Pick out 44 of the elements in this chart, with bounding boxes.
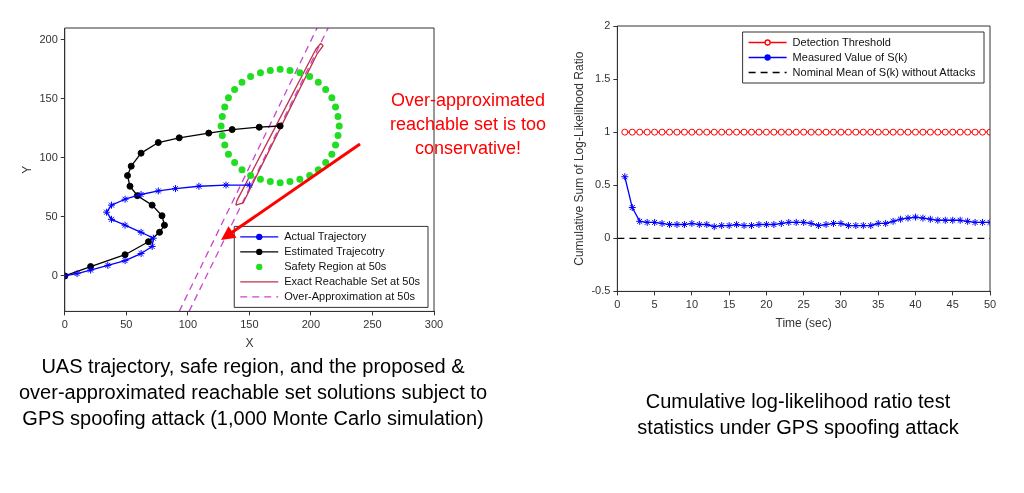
x-tick-label: 40 [909,298,922,311]
legend-label: Safety Region at 50s [284,259,387,272]
y-tick-label: 200 [39,32,58,45]
text: Cumulative log-likelihood ratio test statistics under GPS spoofing attack [636,389,960,440]
x-tick-label: 5 [651,298,658,311]
x-axis-title: Time (sec) [775,316,832,331]
x-tick-label: 100 [178,318,198,331]
legend-label: Detection Threshold [792,35,891,48]
y-tick-label: 150 [39,91,58,104]
x-tick-label: 50 [983,298,997,311]
y-tick-label: 0 [51,269,58,282]
legend-label: Actual Trajectory [284,229,367,242]
y-tick-label: 0.5 [595,178,611,191]
x-tick-label: 150 [240,318,259,331]
legend-label: Estimated Trajecotry [284,244,386,257]
legend-label: Over-Approximation at 50s [284,289,416,302]
x-tick-label: 250 [363,318,382,331]
y-tick-label: 0 [604,231,611,244]
y-axis-title: Y [19,165,34,174]
y-tick-label: 50 [45,209,58,222]
x-tick-label: 35 [872,298,885,311]
y-axis-title: Cumulative Sum of Log-Likelihood Ratio [571,51,586,266]
y-tick-label: -0.5 [591,284,611,297]
x-tick-label: 200 [301,318,321,331]
y-tick-label: 2 [604,19,611,32]
x-axis-title: X [245,336,254,351]
annotation: Over-approximated reachable set is too conservative! [388,89,548,160]
x-tick-label: 300 [424,318,444,331]
legend-label: Measured Value of S(k) [792,50,908,63]
text: UAS trajectory, safe region, and the proposed & over-approximated reachable set solutions subject to GPS spoofing attack (1,000 Monte Carlo simulation) [18,354,488,431]
legend-label: Nominal Mean of S(k) without Attacks [792,65,976,78]
x-tick-label: 15 [723,298,736,311]
y-tick-label: 100 [39,150,58,163]
y-tick-label: 1 [604,125,611,138]
x-tick-label: 45 [946,298,959,311]
x-tick-label: 50 [120,318,133,331]
x-tick-label: 0 [614,298,621,311]
x-tick-label: 10 [685,298,699,311]
x-tick-label: 30 [834,298,848,311]
x-tick-label: 25 [797,298,810,311]
legend-label: Exact Reachable Set at 50s [284,274,421,287]
x-tick-label: 20 [760,298,773,311]
y-tick-label: 1.5 [595,72,611,85]
x-tick-label: 0 [61,318,68,331]
